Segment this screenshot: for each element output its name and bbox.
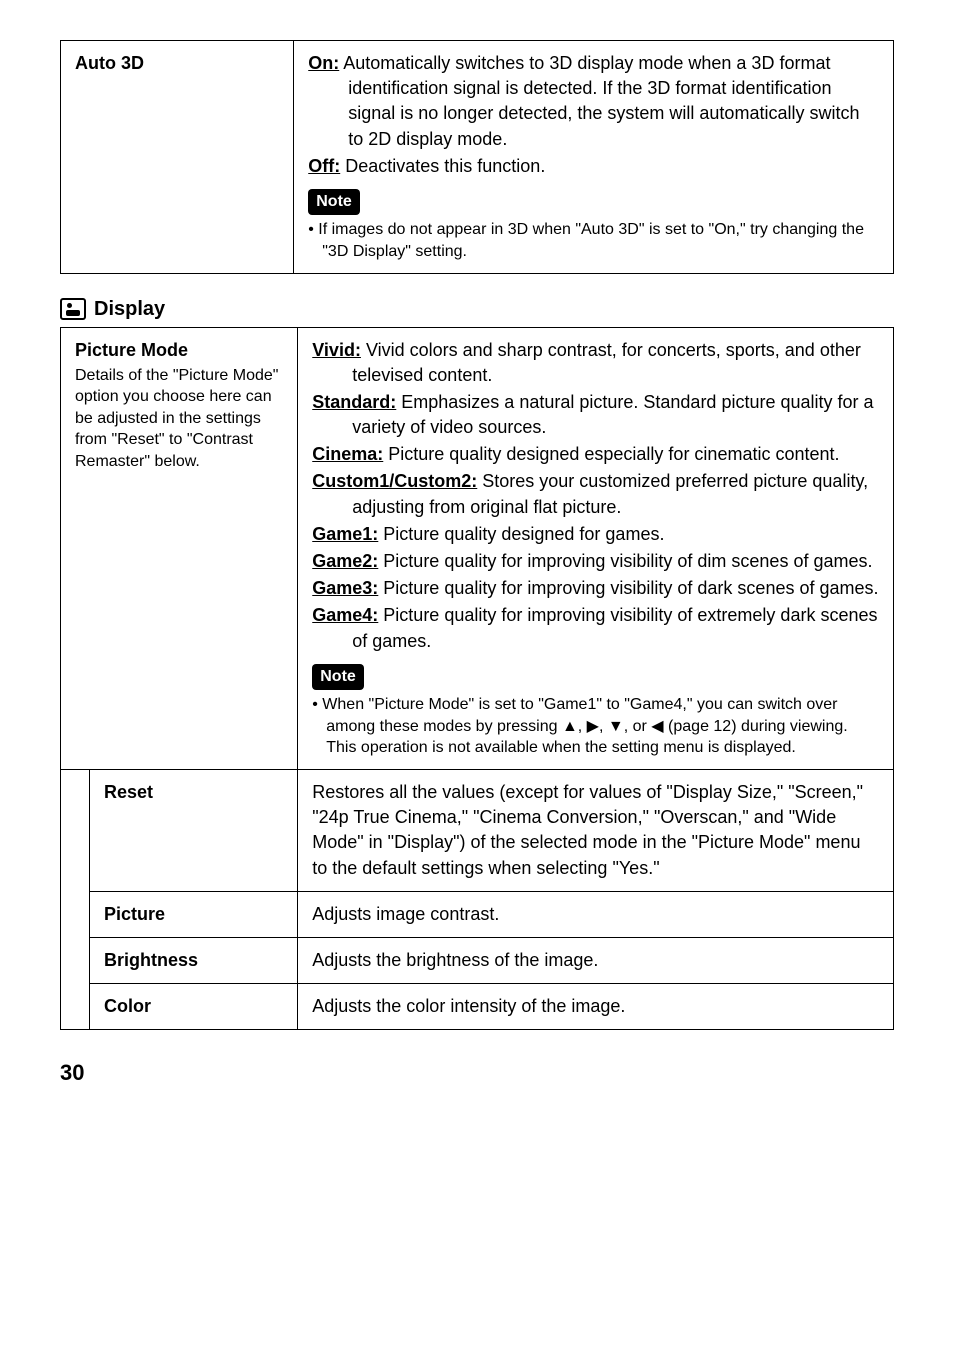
indent-cell <box>61 891 90 937</box>
color-label: Color <box>90 984 298 1030</box>
standard-text: Emphasizes a natural picture. Standard p… <box>352 392 873 437</box>
display-icon <box>60 298 86 320</box>
game3-label: Game3: <box>312 578 378 598</box>
vivid-text: Vivid colors and sharp contrast, for con… <box>352 340 861 385</box>
on-label: On: <box>308 53 339 73</box>
game1-label: Game1: <box>312 524 378 544</box>
game2-line: Game2: Picture quality for improving vis… <box>312 549 879 574</box>
standard-line: Standard: Emphasizes a natural picture. … <box>312 390 879 440</box>
auto-3d-desc: On: Automatically switches to 3D display… <box>294 41 894 274</box>
arrow-up-icon: ▲ <box>562 718 578 735</box>
note-bullet-2: • When "Picture Mode" is set to "Game1" … <box>312 694 879 759</box>
off-line: Off: Deactivates this function. <box>308 154 879 179</box>
display-title: Display <box>94 298 165 321</box>
on-text: Automatically switches to 3D display mod… <box>339 53 859 149</box>
game4-line: Game4: Picture quality for improving vis… <box>312 603 879 653</box>
game4-label: Game4: <box>312 605 378 625</box>
auto-3d-table: Auto 3D On: Automatically switches to 3D… <box>60 40 894 274</box>
color-text: Adjusts the color intensity of the image… <box>298 984 894 1030</box>
arrow-left-icon: ◀ <box>651 718 663 735</box>
auto-3d-label: Auto 3D <box>61 41 294 274</box>
reset-label: Reset <box>90 769 298 891</box>
note-pill-2: Note <box>312 664 364 690</box>
display-table: Picture Mode Details of the "Picture Mod… <box>60 327 894 1031</box>
game2-label: Game2: <box>312 551 378 571</box>
vivid-line: Vivid: Vivid colors and sharp contrast, … <box>312 338 879 388</box>
picture-mode-left: Picture Mode Details of the "Picture Mod… <box>61 327 298 769</box>
reset-text: Restores all the values (except for valu… <box>298 769 894 891</box>
cinema-text: Picture quality designed especially for … <box>383 444 839 464</box>
arrow-sep: , <box>599 718 608 735</box>
page-number: 30 <box>60 1060 894 1086</box>
arrow-sep: , <box>578 718 587 735</box>
game1-line: Game1: Picture quality designed for game… <box>312 522 879 547</box>
arrow-sep: , or <box>624 718 652 735</box>
game1-text: Picture quality designed for games. <box>378 524 664 544</box>
note-bullet: • If images do not appear in 3D when "Au… <box>308 219 879 262</box>
picture-mode-sublabel: Details of the "Picture Mode" option you… <box>75 365 283 473</box>
custom-label: Custom1/Custom2: <box>312 471 477 491</box>
indent-cell <box>61 937 90 983</box>
game4-text: Picture quality for improving visibility… <box>352 605 877 650</box>
picture-mode-label: Picture Mode <box>75 338 283 363</box>
off-text: Deactivates this function. <box>340 156 545 176</box>
arrow-down-icon: ▼ <box>608 718 624 735</box>
display-heading: Display <box>60 298 894 321</box>
indent-cell <box>61 984 90 1030</box>
off-label: Off: <box>308 156 340 176</box>
cinema-label: Cinema: <box>312 444 383 464</box>
indent-cell <box>61 769 90 891</box>
standard-label: Standard: <box>312 392 396 412</box>
picture-mode-desc: Vivid: Vivid colors and sharp contrast, … <box>298 327 894 769</box>
note-pill: Note <box>308 189 360 215</box>
cinema-line: Cinema: Picture quality designed especia… <box>312 442 879 467</box>
picture-text: Adjusts image contrast. <box>298 891 894 937</box>
brightness-text: Adjusts the brightness of the image. <box>298 937 894 983</box>
brightness-label: Brightness <box>90 937 298 983</box>
game3-line: Game3: Picture quality for improving vis… <box>312 576 879 601</box>
game3-text: Picture quality for improving visibility… <box>378 578 878 598</box>
vivid-label: Vivid: <box>312 340 361 360</box>
picture-label: Picture <box>90 891 298 937</box>
game2-text: Picture quality for improving visibility… <box>378 551 872 571</box>
custom-line: Custom1/Custom2: Stores your customized … <box>312 469 879 519</box>
on-line: On: Automatically switches to 3D display… <box>308 51 879 152</box>
arrow-right-icon: ▶ <box>587 718 599 735</box>
